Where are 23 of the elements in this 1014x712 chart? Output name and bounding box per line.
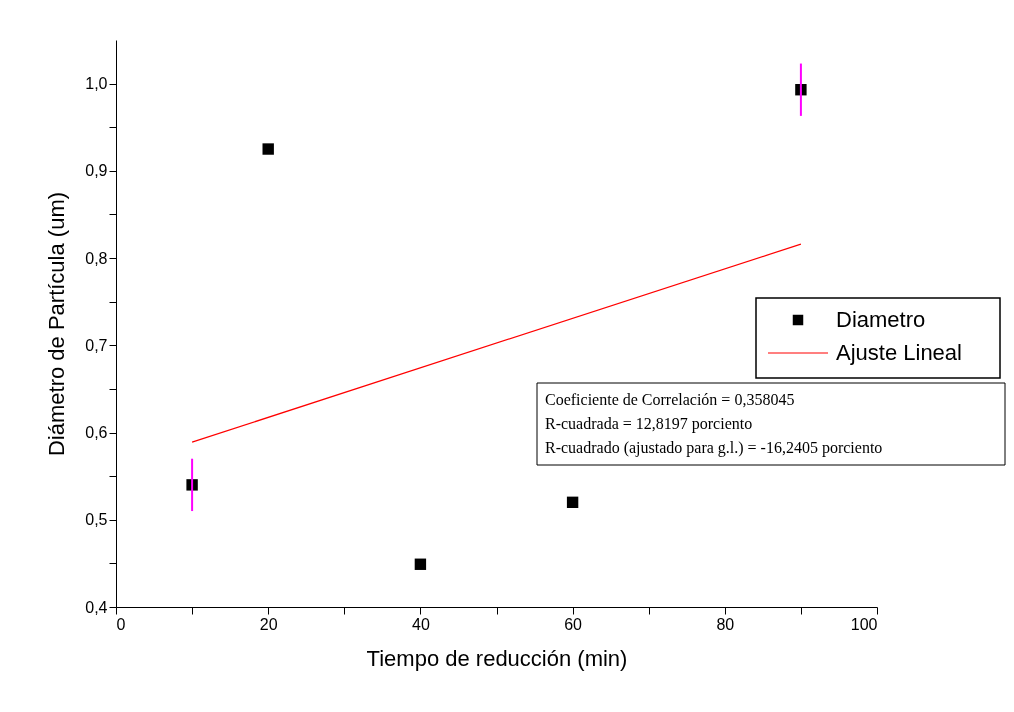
y-tick-label: 0,9 (85, 162, 108, 180)
x-tick-label: 0 (116, 615, 126, 633)
annotation: Coeficiente de Correlación = 0,358045 (545, 391, 795, 408)
x-tick-label: 20 (259, 615, 278, 633)
annotation: R-cuadrado (ajustado para g.l.) = -16,2405 porciento (545, 439, 883, 457)
point (566, 496, 579, 509)
legend-label: Diametro (836, 307, 926, 332)
y-tick-label: 0,6 (85, 424, 108, 442)
y-tick-label: 1,0 (85, 75, 108, 93)
y-tick-label: 0,8 (85, 249, 108, 267)
point (262, 143, 274, 155)
y-axis-title: Diámetro de Partícula (um) (44, 191, 70, 457)
x-tick-label: 60 (564, 615, 583, 633)
legend-label: Ajuste Lineal (836, 340, 962, 365)
y-tick-label: 0,4 (85, 598, 108, 616)
x-tick-label: 40 (412, 615, 430, 633)
y-tick-label: 0,5 (85, 511, 108, 529)
x-tick-label: 80 (716, 615, 735, 633)
x-tick-label: 100 (850, 615, 878, 633)
annotation: R-cuadrada = 12,8197 porciento (545, 415, 753, 433)
x-axis-title: Tiempo de reducción (min) (366, 645, 628, 671)
point (414, 558, 427, 570)
y-tick-label: 0,7 (85, 336, 108, 354)
